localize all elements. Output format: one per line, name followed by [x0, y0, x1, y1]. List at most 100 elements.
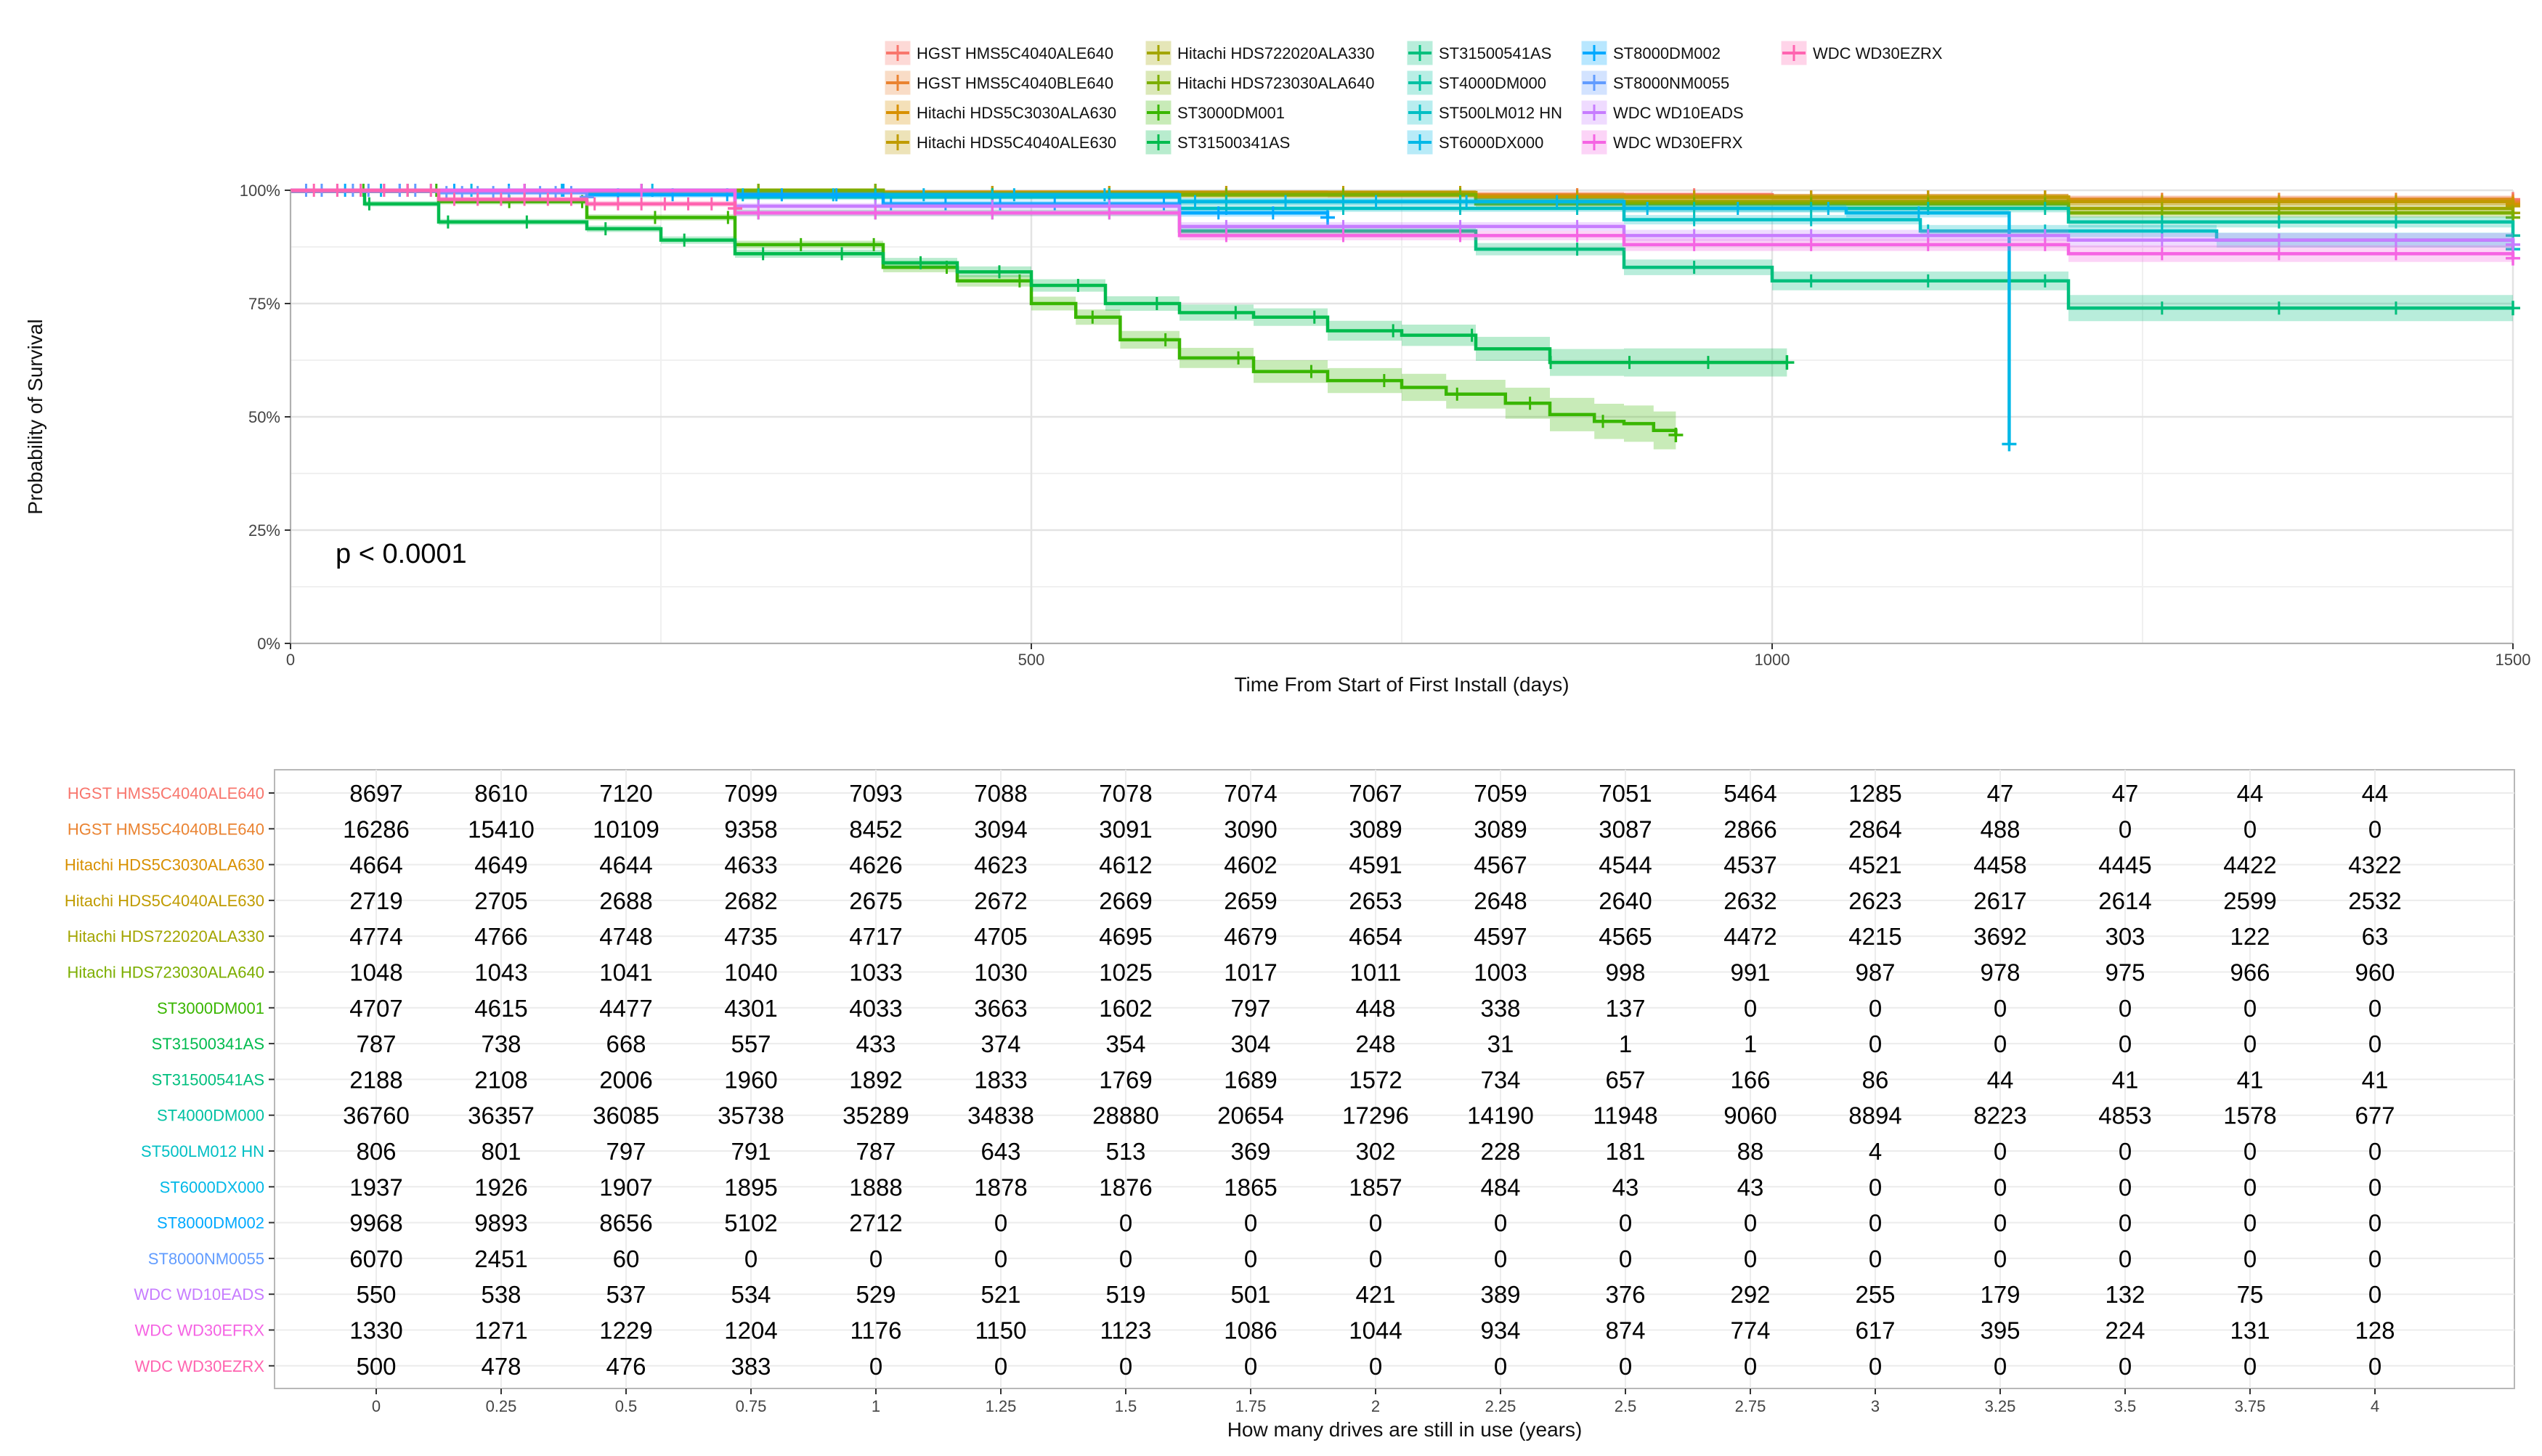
table-cell: 179 — [1980, 1281, 2020, 1308]
table-cell: 484 — [1480, 1174, 1520, 1200]
table-cell: 137 — [1605, 995, 1645, 1022]
table-x-tick-label: 1 — [872, 1397, 880, 1415]
table-cell: 1833 — [974, 1066, 1027, 1093]
table-cell: 797 — [606, 1138, 646, 1165]
table-cell: 2712 — [849, 1210, 902, 1237]
table-cell: 0 — [2368, 816, 2381, 842]
legend-label: ST3000DM001 — [1177, 104, 1285, 122]
table-cell: 529 — [856, 1281, 896, 1308]
table-cell: 255 — [1855, 1281, 1895, 1308]
table-cell: 304 — [1230, 1030, 1270, 1057]
table-x-axis-title: How many drives are still in use (years) — [1227, 1418, 1583, 1441]
legend-item-16: WDC WD30EZRX — [1780, 40, 1943, 66]
table-cell: 4521 — [1848, 852, 1901, 879]
table-cell: 4623 — [974, 852, 1027, 879]
series-16 — [291, 184, 742, 216]
table-cell: 0 — [1744, 1245, 1757, 1272]
table-cell: 4649 — [474, 852, 527, 879]
table-cell: 8656 — [599, 1210, 652, 1237]
table-cell: 8223 — [1973, 1102, 2026, 1129]
table-cell: 519 — [1105, 1281, 1145, 1308]
table-cell: 3094 — [974, 816, 1027, 842]
table-cell: 0 — [2119, 816, 2132, 842]
y-tick-label: 100% — [240, 182, 280, 200]
table-cell: 41 — [2112, 1066, 2139, 1093]
confidence-band — [291, 190, 2513, 269]
table-cell: 1040 — [724, 959, 777, 986]
table-cell: 383 — [731, 1353, 771, 1380]
table-cell: 1048 — [349, 959, 402, 986]
table-cell: 0 — [2368, 1353, 2381, 1380]
table-cell: 47 — [1987, 780, 2014, 807]
table-row-label: ST31500341AS — [152, 1035, 264, 1053]
confidence-band — [291, 190, 1676, 455]
table-cell: 14190 — [1467, 1102, 1534, 1129]
table-cell: 7067 — [1349, 780, 1402, 807]
table-cell: 1888 — [849, 1174, 902, 1200]
table-cell: 2108 — [474, 1066, 527, 1093]
table-cell: 801 — [481, 1138, 521, 1165]
table-cell: 1003 — [1474, 959, 1527, 986]
legend-label: Hitachi HDS723030ALA640 — [1177, 74, 1375, 92]
table-row-label: ST500LM012 HN — [141, 1142, 264, 1160]
table-row-label: ST8000NM0055 — [148, 1250, 264, 1268]
table-cell: 0 — [1744, 1210, 1757, 1237]
table-cell: 1865 — [1224, 1174, 1277, 1200]
table-cell: 2864 — [1848, 816, 1901, 842]
table-cell: 60 — [613, 1245, 640, 1272]
table-cell: 2006 — [599, 1066, 652, 1093]
x-axis-title: Time From Start of First Install (days) — [1234, 673, 1569, 696]
table-cell: 88 — [1737, 1138, 1764, 1165]
table-x-tick-label: 3.25 — [1985, 1397, 2016, 1415]
legend-item-2: Hitachi HDS5C3030ALA630 — [884, 99, 1116, 126]
p-value-annotation: p < 0.0001 — [336, 539, 467, 569]
table-cell: 2682 — [724, 887, 777, 914]
table-cell: 0 — [1994, 1174, 2007, 1200]
legend-label: ST8000NM0055 — [1613, 74, 1729, 92]
table-cell: 4707 — [349, 995, 402, 1022]
table-cell: 7074 — [1224, 780, 1277, 807]
table-cell: 75 — [2237, 1281, 2264, 1308]
table-cell: 534 — [731, 1281, 771, 1308]
table-cell: 36085 — [593, 1102, 659, 1129]
table-cell: 0 — [1744, 995, 1757, 1022]
table-cell: 4458 — [1973, 852, 2026, 879]
table-cell: 0 — [2119, 1138, 2132, 1165]
table-cell: 991 — [1730, 959, 1770, 986]
table-cell: 2614 — [2098, 887, 2151, 914]
table-cell: 0 — [1994, 1245, 2007, 1272]
table-row-label: WDC WD10EADS — [134, 1285, 264, 1304]
legend-label: ST8000DM002 — [1613, 44, 1721, 62]
table-cell: 3091 — [1099, 816, 1152, 842]
table-cell: 1689 — [1224, 1066, 1277, 1093]
table-cell: 2705 — [474, 887, 527, 914]
table-x-tick-label: 1.25 — [986, 1397, 1017, 1415]
table-cell: 303 — [2105, 923, 2145, 950]
table-cell: 4748 — [599, 923, 652, 950]
table-row-label: HGST HMS5C4040BLE640 — [68, 820, 264, 838]
table-x-tick-label: 4 — [2371, 1397, 2379, 1415]
legend-item-10: ST500LM012 HN — [1406, 99, 1562, 126]
y-axis-title: Probability of Survival — [24, 319, 46, 514]
table-cell: 4215 — [1848, 923, 1901, 950]
table-cell: 338 — [1480, 995, 1520, 1022]
table-cell: 0 — [2243, 1210, 2257, 1237]
table-cell: 4445 — [2098, 852, 2151, 879]
table-row-label: WDC WD30EFRX — [135, 1322, 265, 1340]
table-cell: 4695 — [1099, 923, 1152, 950]
table-cell: 1025 — [1099, 959, 1152, 986]
table-cell: 557 — [731, 1030, 771, 1057]
table-cell: 0 — [2368, 1138, 2381, 1165]
table-cell: 0 — [1619, 1245, 1632, 1272]
table-cell: 1937 — [349, 1174, 402, 1200]
legend-item-14: WDC WD10EADS — [1580, 99, 1744, 126]
table-cell: 2672 — [974, 887, 1027, 914]
table-x-tick-label: 1.75 — [1235, 1397, 1267, 1415]
table-cell: 1895 — [724, 1174, 777, 1200]
table-cell: 44 — [2362, 780, 2389, 807]
legend-item-4: Hitachi HDS722020ALA330 — [1145, 40, 1375, 66]
table-cell: 2659 — [1224, 887, 1277, 914]
table-cell: 0 — [1369, 1353, 1382, 1380]
table-cell: 34838 — [967, 1102, 1034, 1129]
